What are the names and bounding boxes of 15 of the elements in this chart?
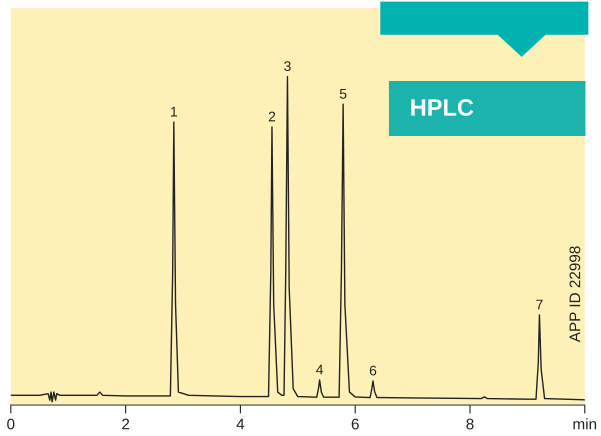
x-tick-label: 2 [122, 418, 130, 430]
annotation: 7 [536, 300, 543, 310]
annotation: 3 [284, 61, 291, 72]
annotation: HPLC [411, 99, 474, 116]
x-tick-label: 8 [466, 418, 474, 430]
annotation: 2 [268, 112, 276, 122]
x-tick-label: 0 [7, 418, 14, 430]
annotation: 6 [370, 366, 376, 376]
annotation: APP ID 22998 [569, 246, 580, 342]
annotation: 4 [316, 364, 324, 374]
annotation: 1 [171, 106, 178, 116]
annotation: 5 [340, 89, 346, 99]
x-tick-label: min [573, 418, 596, 430]
x-tick-label: 4 [236, 418, 244, 430]
x-tick-label: 6 [352, 418, 359, 430]
